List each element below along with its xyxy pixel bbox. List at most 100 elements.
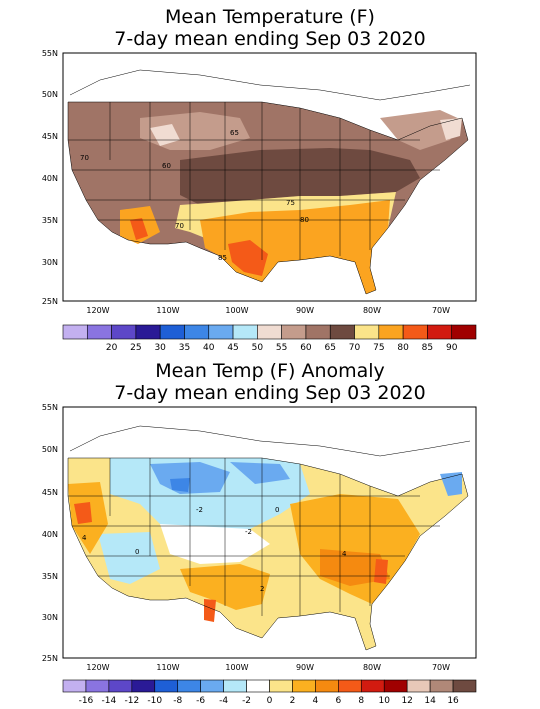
temperature-map: 70 65 60 75 80 70 85 55N 50N 45N 40N 35N… xyxy=(42,49,477,353)
lat-tick: 50N xyxy=(42,90,58,99)
lon-tick: 100W xyxy=(225,663,248,672)
contour-label: 0 xyxy=(135,548,139,556)
colorbar-swatch xyxy=(246,679,270,693)
lat-tick: 55N xyxy=(42,403,58,412)
colorbar-label: 30 xyxy=(154,343,166,353)
colorbar-swatch xyxy=(452,679,477,693)
colorbar-label: -12 xyxy=(124,696,139,706)
map-title-line1: Mean Temperature (F) xyxy=(165,6,375,28)
contour-label: 85 xyxy=(218,254,227,262)
colorbar-label: 20 xyxy=(106,343,118,353)
lon-tick: 110W xyxy=(156,663,179,672)
colorbar-label: 12 xyxy=(401,696,412,706)
lon-tick: 100W xyxy=(225,306,248,315)
colorbar-label: -6 xyxy=(196,696,205,706)
contour-label: 60 xyxy=(162,162,171,170)
map-title-line2: 7-day mean ending Sep 03 2020 xyxy=(114,28,426,50)
colorbar-label: 25 xyxy=(130,343,141,353)
colorbar-swatch xyxy=(184,324,210,340)
colorbar-swatch xyxy=(85,679,110,693)
colorbar-label: -10 xyxy=(147,696,162,706)
colorbar-label: 55 xyxy=(276,343,287,353)
lon-tick: 80W xyxy=(363,663,381,672)
colorbar-swatch xyxy=(406,679,431,693)
colorbar-swatch xyxy=(281,324,307,340)
colorbar-label: 80 xyxy=(397,343,409,353)
colorbar-swatch xyxy=(360,679,385,693)
colorbar-label: -8 xyxy=(173,696,182,706)
colorbar-label: 35 xyxy=(179,343,190,353)
lon-tick: 110W xyxy=(156,306,179,315)
colorbar-label: 70 xyxy=(349,343,361,353)
contour-label: 70 xyxy=(80,154,89,162)
lat-tick: 40N xyxy=(42,530,58,539)
colorbar-swatch xyxy=(208,324,234,340)
colorbar-swatch xyxy=(315,679,339,693)
colorbar-swatch xyxy=(131,679,156,693)
anomaly-title-line2: 7-day mean ending Sep 03 2020 xyxy=(114,382,426,404)
colorbar-label: 85 xyxy=(422,343,433,353)
contour-label: 2 xyxy=(260,585,264,593)
lat-tick: 35N xyxy=(42,572,58,581)
latitude-axis: 55N 50N 45N 40N 35N 30N 25N xyxy=(42,49,58,306)
contour-label: 70 xyxy=(175,222,184,230)
lat-tick: 30N xyxy=(42,258,58,267)
colorbar-swatch xyxy=(86,324,112,340)
colorbar-swatch xyxy=(338,679,362,693)
colorbar-swatch xyxy=(177,679,201,693)
colorbar-swatch xyxy=(159,324,185,340)
colorbar-swatch xyxy=(200,679,224,693)
colorbar-label: 40 xyxy=(203,343,215,353)
lat-tick: 35N xyxy=(42,216,58,225)
lat-tick: 45N xyxy=(42,132,58,141)
colorbar-swatch xyxy=(111,324,137,340)
colorbar-label: 16 xyxy=(447,696,459,706)
colorbar-label: 2 xyxy=(290,696,296,706)
colorbar-swatch xyxy=(354,324,380,340)
contour-label: 75 xyxy=(286,199,295,207)
colorbar-label: 10 xyxy=(378,696,390,706)
contour-label: 80 xyxy=(300,216,309,224)
lat-tick: 45N xyxy=(42,488,58,497)
lat-tick: 30N xyxy=(42,613,58,622)
lat-tick: 25N xyxy=(42,297,58,306)
colorbar-label: -16 xyxy=(79,696,94,706)
colorbar-label: -14 xyxy=(102,696,117,706)
colorbar-swatch xyxy=(62,679,87,693)
contour-label: 4 xyxy=(82,534,87,542)
colorbar-label: 60 xyxy=(300,343,312,353)
colorbar-label: 0 xyxy=(267,696,273,706)
colorbar-swatch xyxy=(383,679,408,693)
contour-label: 0 xyxy=(275,506,279,514)
colorbar-swatch xyxy=(305,324,331,340)
contour-label: -2 xyxy=(245,528,252,536)
colorbar-swatch xyxy=(429,679,454,693)
colorbar-swatch xyxy=(427,324,453,340)
colorbar-swatch xyxy=(402,324,428,340)
colorbar-label: 14 xyxy=(424,696,436,706)
temperature-colorbar: 20 25 30 35 40 45 50 55 60 65 70 75 80 85 90 xyxy=(62,324,477,353)
colorbar-swatch xyxy=(135,324,161,340)
colorbar-label: 50 xyxy=(252,343,264,353)
colorbar-swatch xyxy=(223,679,247,693)
lon-tick: 70W xyxy=(432,663,450,672)
contour-label: -2 xyxy=(196,506,203,514)
lon-tick: 120W xyxy=(86,663,109,672)
contour-label: 65 xyxy=(230,129,239,137)
colorbar-label: 4 xyxy=(313,696,319,706)
colorbar-swatch xyxy=(62,324,88,340)
colorbar-label: 45 xyxy=(227,343,238,353)
lon-tick: 120W xyxy=(86,306,109,315)
colorbar-swatch xyxy=(292,679,316,693)
lon-tick: 90W xyxy=(296,663,314,672)
colorbar-label: 8 xyxy=(358,696,364,706)
lat-tick: 40N xyxy=(42,174,58,183)
lon-tick: 70W xyxy=(432,306,450,315)
colorbar-swatch xyxy=(154,679,179,693)
longitude-axis: 120W 110W 100W 90W 80W 70W xyxy=(86,306,450,315)
lon-tick: 90W xyxy=(296,306,314,315)
lon-tick: 80W xyxy=(363,306,381,315)
colorbar-label: 75 xyxy=(373,343,384,353)
colorbar-swatch xyxy=(108,679,133,693)
colorbar-swatch xyxy=(257,324,282,340)
